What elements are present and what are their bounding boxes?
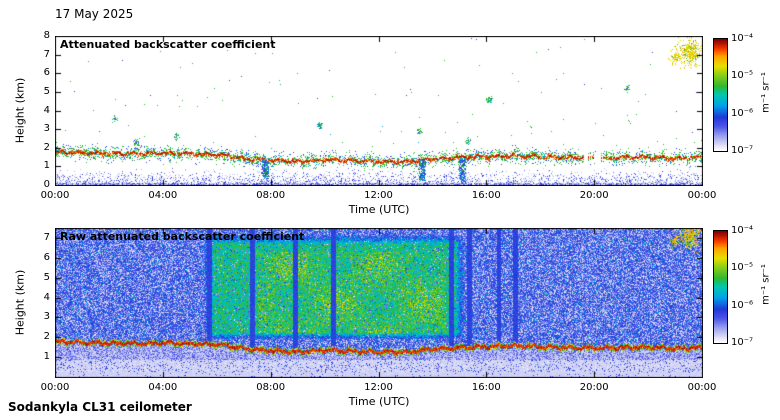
attenuated-panel-title: Attenuated backscatter coefficient [60,38,276,51]
y-tick-label-bottom: 4 [43,291,50,303]
attenuated-backscatter-heatmap [55,36,703,186]
colorbar-tick-label-top: 10⁻⁵ [731,70,754,82]
colorbar-tick-label-top: 10⁻⁷ [731,145,754,156]
x-tick-label-bottom: 16:00 [471,382,501,393]
colorbar-unit-label-bottom: m⁻¹ sr⁻¹ [760,264,772,305]
x-tick-label-bottom: 12:00 [364,382,393,393]
instrument-label: Sodankyla CL31 ceilometer [8,400,192,414]
x-tick-label-bottom: 20:00 [579,382,609,393]
colorbar-tick-label-bottom: 10⁻⁴ [731,225,754,236]
y-tick-label-top: 8 [43,30,50,41]
x-tick-label-top: 04:00 [148,190,178,201]
y-tick-label-bottom: 2 [43,331,50,343]
y-tick-label-top: 3 [43,123,50,135]
x-tick-label-top: 08:00 [256,190,286,201]
attenuated-backscatter-panel: Attenuated backscatter coefficient [55,36,703,186]
colorbar-tick-label-top: 10⁻⁴ [731,33,754,44]
y-tick-label-top: 1 [43,160,50,172]
raw-panel-title: Raw attenuated backscatter coefficient [60,230,305,243]
y-tick-label-bottom: 6 [43,251,50,263]
colorbar-tick-label-top: 10⁻⁶ [731,107,754,119]
y-tick-label-top: 6 [43,67,50,79]
x-axis-label-bottom: Time (UTC) [348,395,410,408]
y-tick-label-top: 4 [43,104,50,116]
colorbar-bottom [713,230,728,344]
x-tick-label-top: 12:00 [364,190,393,201]
x-tick-label-bottom: 08:00 [256,382,286,393]
colorbar-tick-label-bottom: 10⁻⁶ [731,299,754,311]
y-tick-label-bottom: 7 [43,231,50,243]
y-tick-label-top: 5 [43,85,50,97]
y-tick-label-top: 7 [43,48,50,60]
y-axis-label-bottom: Height (km) [13,269,27,336]
x-tick-label-top: 20:00 [579,190,609,201]
y-tick-label-top: 2 [43,141,50,153]
y-tick-label-bottom: 1 [43,351,50,363]
raw-backscatter-heatmap [55,228,703,378]
x-tick-label-bottom: 00:00 [687,382,717,393]
x-tick-label-top: 16:00 [471,190,501,201]
y-tick-label-bottom: 5 [43,271,50,283]
x-tick-label-bottom: 00:00 [40,382,70,393]
date-label: 17 May 2025 [55,7,134,21]
x-tick-label-bottom: 04:00 [148,382,178,393]
y-tick-label-top: 0 [43,179,50,190]
colorbar-unit-label-top: m⁻¹ sr⁻¹ [760,72,772,113]
colorbar-top [713,38,728,152]
x-tick-label-top: 00:00 [687,190,717,201]
colorbar-tick-label-bottom: 10⁻⁷ [731,337,754,348]
x-axis-label-top: Time (UTC) [348,203,410,216]
colorbar-tick-label-bottom: 10⁻⁵ [731,262,754,274]
y-tick-label-bottom: 3 [43,311,50,323]
raw-backscatter-panel: Raw attenuated backscatter coefficient [55,228,703,378]
y-axis-label-top: Height (km) [13,77,27,144]
x-tick-label-top: 00:00 [40,190,70,201]
